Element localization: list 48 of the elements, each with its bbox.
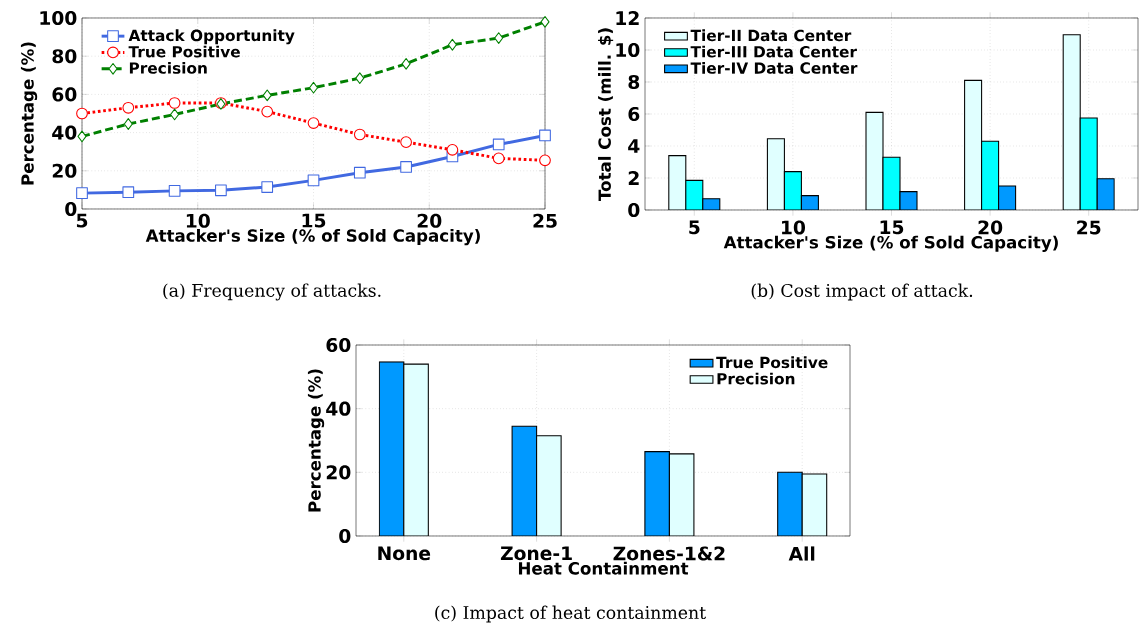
legend-label: Precision — [129, 61, 207, 74]
x-tick-label: Zone-1 — [500, 546, 572, 561]
x-axis-title: Attacker's Size (% of Sold Capacity) — [723, 235, 1058, 252]
x-tick-label: 15 — [302, 213, 326, 228]
y-tick-label: 4 — [628, 139, 640, 153]
y-axis-title: Total Cost (mill. $) — [598, 28, 614, 201]
y-axis-title: Percentage (%) — [307, 369, 325, 512]
x-tick-label: 10 — [782, 220, 806, 235]
y-tick-label: 60 — [326, 337, 351, 353]
legend-label: Tier-II Data Center — [690, 29, 852, 42]
x-tick-label: None — [378, 546, 431, 561]
legend-label: Precision — [717, 372, 795, 385]
x-tick-label: 5 — [76, 213, 88, 228]
y-axis-title: Percentage (%) — [20, 42, 38, 185]
y-tick-label: 0 — [628, 202, 640, 218]
y-tick-label: 60 — [52, 87, 77, 102]
y-tick-label: 20 — [52, 163, 77, 178]
x-tick-label: All — [788, 546, 815, 561]
x-tick-label: Zones-1&2 — [613, 546, 725, 561]
legend-label: True Positive — [128, 45, 240, 58]
y-tick-label: 40 — [52, 125, 77, 140]
legend-label: True Positive — [716, 356, 828, 369]
text: (b) Cost impact of attack. — [751, 283, 973, 301]
x-tick-label: 15 — [880, 220, 904, 235]
y-tick-label: 8 — [628, 74, 640, 90]
y-tick-label: 0 — [339, 528, 351, 544]
y-tick-label: 12 — [616, 11, 639, 25]
x-tick-label: 20 — [417, 213, 442, 228]
x-tick-label: 5 — [689, 220, 700, 235]
x-axis-title: Attacker's Size (% of Sold Capacity) — [145, 228, 480, 246]
legend-label: Tier-III Data Center — [690, 45, 857, 58]
y-tick-label: 80 — [52, 49, 77, 64]
text: (c) Impact of heat containment — [435, 605, 707, 623]
x-tick-label: 25 — [1077, 220, 1101, 235]
x-axis-title: Heat Containment — [518, 561, 689, 575]
y-tick-label: 100 — [40, 10, 77, 26]
y-tick-label: 2 — [628, 171, 639, 185]
x-tick-label: 25 — [533, 213, 557, 228]
y-tick-label: 10 — [616, 42, 640, 58]
legend-label: Tier-IV Data Center — [690, 61, 858, 74]
y-tick-label: 0 — [65, 201, 77, 217]
y-tick-label: 20 — [326, 465, 351, 480]
x-tick-label: 20 — [978, 220, 1003, 235]
y-tick-label: 6 — [628, 106, 640, 122]
x-tick-label: 10 — [186, 213, 210, 228]
legend-label: Attack Opportunity — [128, 29, 295, 45]
text: (a) Frequency of attacks. — [163, 283, 381, 301]
y-tick-label: 40 — [326, 401, 351, 416]
